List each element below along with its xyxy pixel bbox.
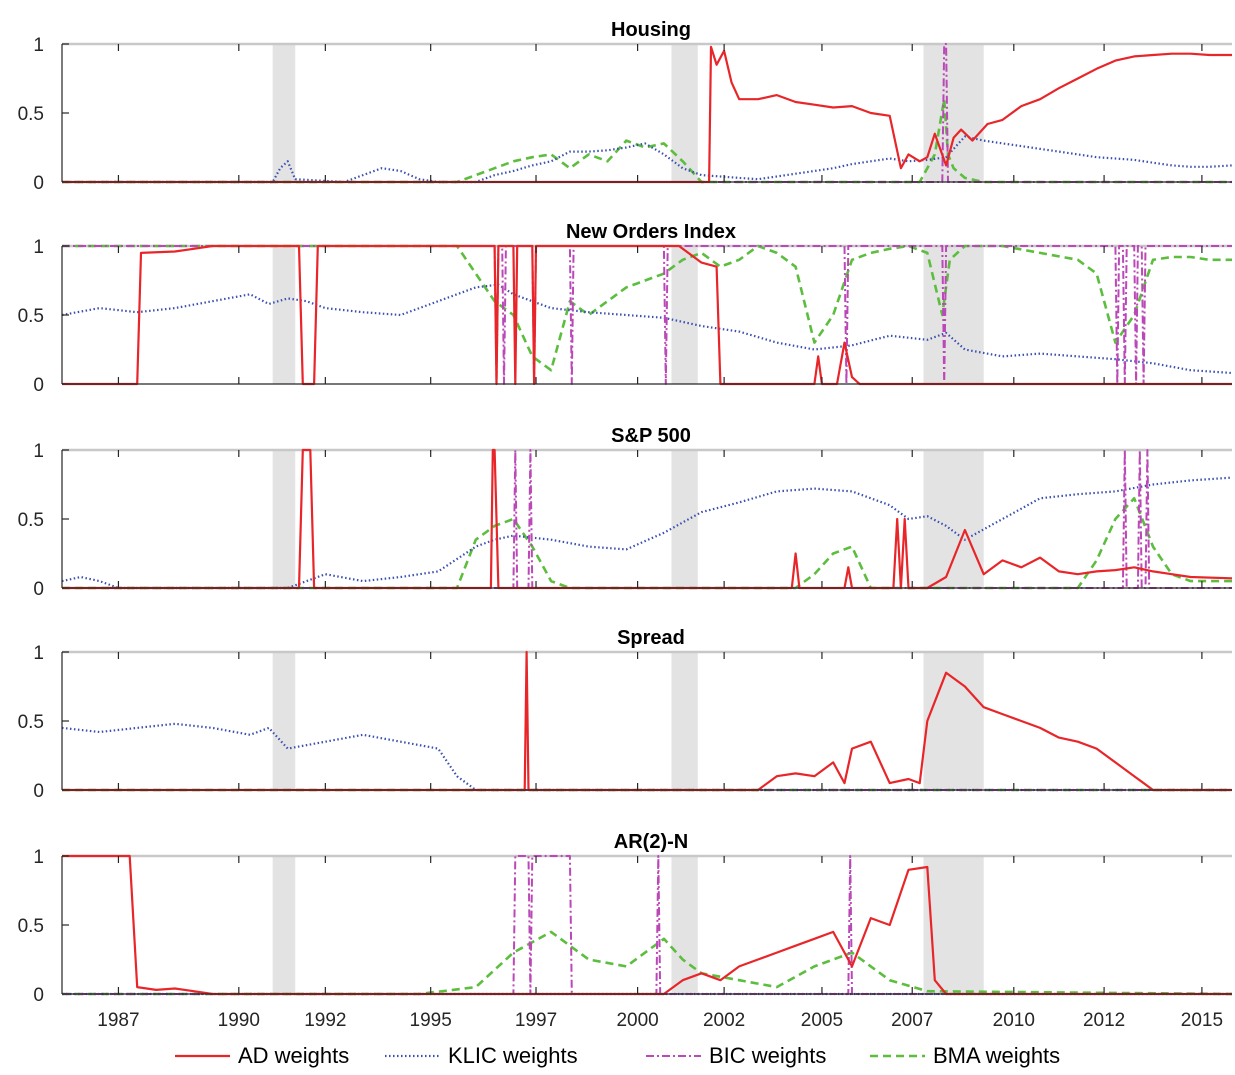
y-tick-label: 0 [33, 375, 44, 396]
y-tick-label: 1 [33, 643, 44, 664]
series-ad-weights [62, 650, 1232, 792]
series-bic-weights [62, 855, 1232, 995]
y-tick-label: 1 [33, 237, 44, 258]
series-bma-weights [62, 244, 1232, 372]
recession-band-3 [923, 246, 984, 384]
series-bic-weights [62, 449, 1232, 589]
legend-label: BMA weights [933, 1043, 1060, 1068]
recession-band-2 [671, 652, 698, 790]
panel-5: 0 0.5 1 AR(2)-N [18, 831, 1233, 1006]
series-klic-weights [61, 476, 1233, 590]
recession-band-3 [923, 450, 984, 588]
panel-title: Housing [611, 19, 691, 41]
y-tick-label: 0.5 [18, 916, 44, 937]
y-tick-label: 0.5 [18, 712, 44, 733]
series-bic-weights [62, 245, 1232, 385]
y-tick-label: 0.5 [18, 104, 44, 125]
x-tick-label: 2007 [891, 1010, 933, 1031]
x-tick-label: 2010 [993, 1010, 1035, 1031]
series-ad-weights [62, 448, 1233, 590]
recession-band-1 [272, 246, 296, 384]
recession-band-2 [671, 246, 698, 384]
recession-band-1 [272, 450, 296, 588]
panel-4: 0 0.5 1 Spread [18, 627, 1232, 802]
recession-band-2 [671, 44, 698, 182]
y-tick-label: 0.5 [18, 306, 44, 327]
legend: AD weights KLIC weights BIC weights BMA wei… [175, 1043, 1060, 1068]
series-klic-weights [61, 722, 1232, 792]
y-tick-label: 0.5 [18, 510, 44, 531]
panel-title: S&P 500 [611, 425, 691, 447]
recession-band-1 [272, 652, 296, 790]
series-ad-weights [62, 854, 1232, 996]
x-tick-label: 1995 [410, 1010, 452, 1031]
series-ad-weights [62, 244, 1232, 386]
recession-band-1 [272, 856, 296, 994]
panel-1: 0 0.5 1 Housing [18, 19, 1233, 194]
y-tick-label: 0 [33, 985, 44, 1006]
y-tick-label: 1 [33, 847, 44, 868]
recession-band-2 [671, 450, 698, 588]
recession-band-1 [272, 44, 296, 182]
panel-title: Spread [617, 627, 685, 649]
panel-title: AR(2)-N [614, 831, 688, 853]
series-bic-weights [62, 43, 1232, 183]
panel-2: 0 0.5 1 New Orders Index [18, 221, 1233, 396]
series-ad-weights [62, 45, 1232, 184]
x-tick-label: 1997 [515, 1010, 557, 1031]
panel-title: New Orders Index [566, 221, 736, 243]
x-tick-label: 2005 [801, 1010, 843, 1031]
recession-band-3 [923, 652, 984, 790]
x-tick-label: 1990 [218, 1010, 260, 1031]
series-bma-weights [62, 496, 1232, 590]
series-bma-weights [62, 97, 1232, 184]
series-klic-weights [62, 135, 1233, 184]
y-tick-label: 0 [33, 579, 44, 600]
x-tick-label: 2000 [616, 1010, 658, 1031]
x-tick-label: 2002 [703, 1010, 745, 1031]
series-klic-weights [61, 283, 1233, 375]
y-tick-label: 1 [33, 441, 44, 462]
panel-3: 0 0.5 1 S&P 500 [18, 425, 1233, 600]
x-tick-label: 2012 [1083, 1010, 1125, 1031]
x-tick-label: 1987 [97, 1010, 139, 1031]
x-tick-label: 2015 [1181, 1010, 1223, 1031]
legend-label: KLIC weights [448, 1043, 578, 1068]
recession-band-2 [671, 856, 698, 994]
y-tick-label: 0 [33, 781, 44, 802]
legend-label: BIC weights [709, 1043, 826, 1068]
y-tick-label: 1 [33, 35, 44, 56]
legend-label: AD weights [238, 1043, 349, 1068]
y-tick-label: 0 [33, 173, 44, 194]
series-bma-weights [62, 930, 1233, 996]
x-tick-label: 1992 [304, 1010, 346, 1031]
recession-band-3 [923, 44, 984, 182]
recession-band-3 [923, 856, 984, 994]
